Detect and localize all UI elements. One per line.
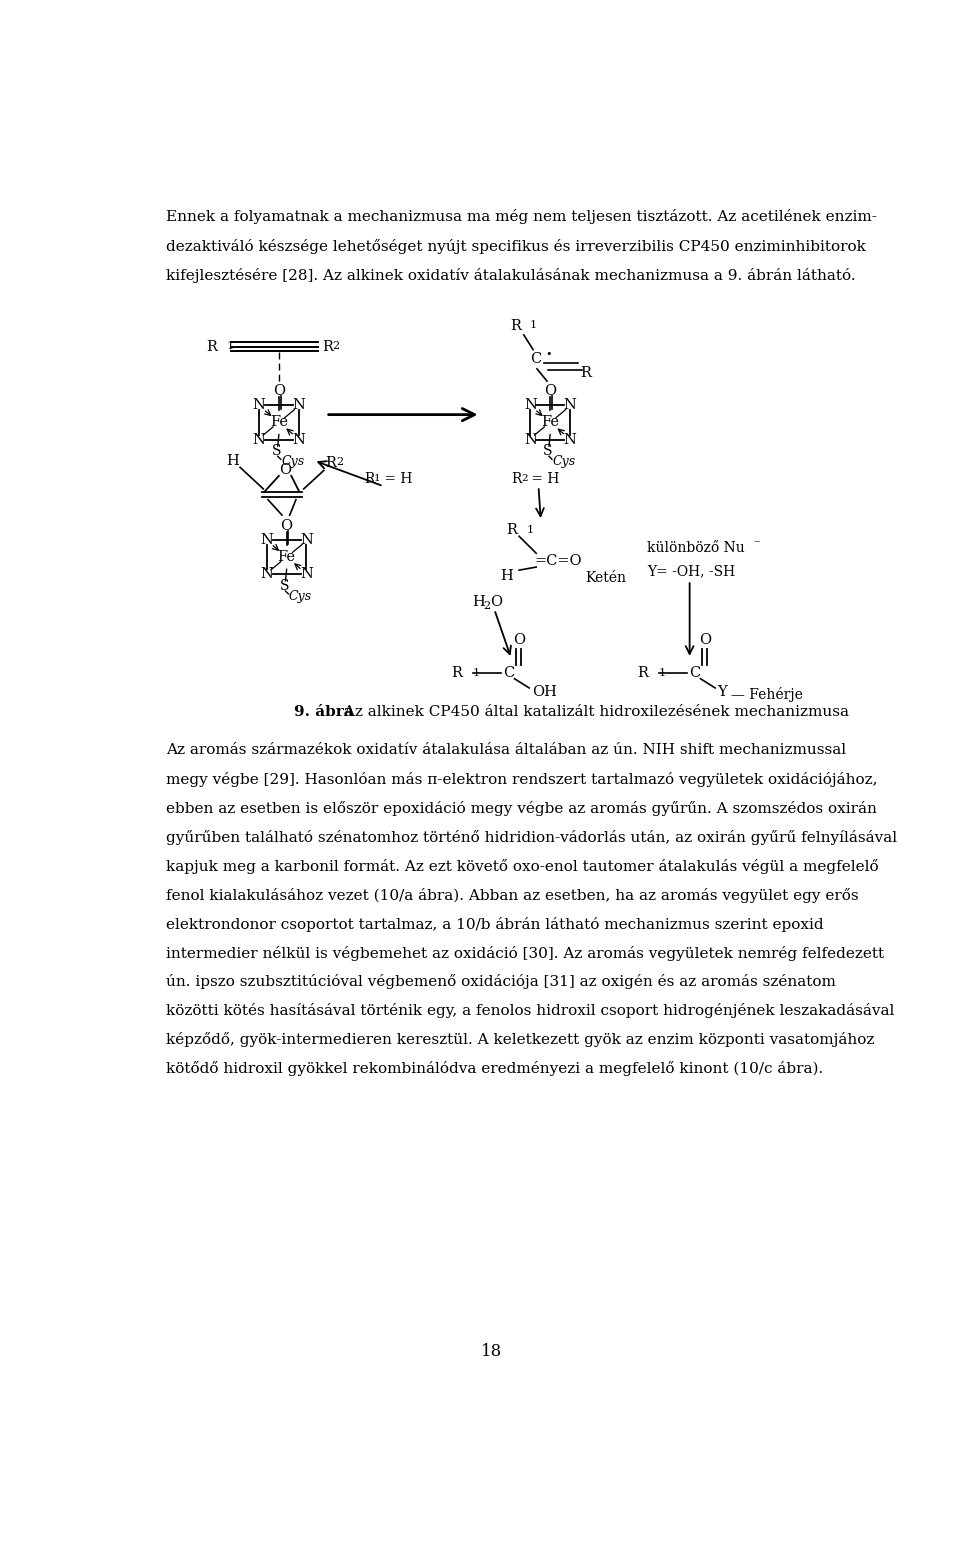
Text: képződő, gyök-intermedieren keresztül. A keletkezett gyök az enzim központi vasa: képződő, gyök-intermedieren keresztül. A… bbox=[166, 1032, 875, 1048]
Text: O: O bbox=[279, 463, 291, 477]
Text: O: O bbox=[699, 633, 711, 647]
Text: gyűrűben található szénatomhoz történő hidridion-vádorlás után, az oxirán gyűrű : gyűrűben található szénatomhoz történő h… bbox=[166, 830, 898, 846]
Text: N: N bbox=[252, 398, 266, 412]
Text: S: S bbox=[543, 444, 553, 458]
Text: N: N bbox=[292, 432, 305, 446]
Text: Cys: Cys bbox=[289, 589, 312, 603]
Text: kapjuk meg a karbonil formát. Az ezt követő oxo-enol tautomer átalakulás végül a: kapjuk meg a karbonil formát. Az ezt köv… bbox=[166, 859, 879, 873]
Text: 1: 1 bbox=[530, 321, 537, 330]
Text: N: N bbox=[292, 398, 305, 412]
Text: OH: OH bbox=[532, 685, 557, 699]
Text: közötti kötés hasításával történik egy, a fenolos hidroxil csoport hidrogénjének: közötti kötés hasításával történik egy, … bbox=[166, 1003, 895, 1018]
Text: Cys: Cys bbox=[552, 455, 576, 468]
Text: ebben az esetben is először epoxidáció megy végbe az aromás gyűrűn. A szomszédos: ebben az esetben is először epoxidáció m… bbox=[166, 801, 877, 816]
Text: Fe: Fe bbox=[270, 415, 288, 429]
Text: S: S bbox=[279, 579, 289, 593]
Text: Fe: Fe bbox=[541, 415, 559, 429]
Text: 1: 1 bbox=[659, 668, 665, 677]
Text: R: R bbox=[637, 665, 649, 679]
Text: kifejlesztésére [28]. Az alkinek oxidatív átalakulásának mechanizmusa a 9. ábrán: kifejlesztésére [28]. Az alkinek oxidatí… bbox=[166, 268, 856, 284]
Text: = H: = H bbox=[527, 472, 560, 486]
Text: különböző Nu: különböző Nu bbox=[647, 542, 745, 555]
Text: Fe: Fe bbox=[277, 549, 296, 565]
Text: kötődő hidroxil gyökkel rekombinálódva eredményezi a megfelelő kinont (10/c ábra: kötődő hidroxil gyökkel rekombinálódva e… bbox=[166, 1062, 824, 1075]
Text: Y: Y bbox=[717, 685, 727, 699]
Text: ⁻: ⁻ bbox=[754, 539, 759, 551]
Text: 2: 2 bbox=[336, 457, 344, 468]
Text: — Fehérje: — Fehérje bbox=[731, 687, 803, 702]
Text: N: N bbox=[524, 398, 537, 412]
Text: C: C bbox=[503, 665, 515, 679]
Text: H: H bbox=[472, 594, 486, 609]
Text: Ketén: Ketén bbox=[585, 571, 626, 585]
Text: elektrondonor csoportot tartalmaz, a 10/b ábrán látható mechanizmus szerint epox: elektrondonor csoportot tartalmaz, a 10/… bbox=[166, 917, 824, 932]
Text: R: R bbox=[206, 339, 217, 353]
Text: = H: = H bbox=[379, 472, 412, 486]
Text: intermedier nélkül is végbemehet az oxidáció [30]. Az aromás vegyületek nemrég f: intermedier nélkül is végbemehet az oxid… bbox=[166, 946, 884, 961]
Text: fenol kialakulásához vezet (10/a ábra). Abban az esetben, ha az aromás vegyület : fenol kialakulásához vezet (10/a ábra). … bbox=[166, 887, 859, 903]
Text: O: O bbox=[544, 384, 556, 398]
Text: N: N bbox=[260, 532, 274, 546]
Text: 1: 1 bbox=[527, 525, 534, 535]
Text: H: H bbox=[500, 569, 513, 583]
Text: R: R bbox=[364, 472, 374, 486]
Text: N: N bbox=[524, 432, 537, 446]
Text: C: C bbox=[689, 665, 701, 679]
Text: R: R bbox=[451, 665, 463, 679]
Text: Az alkinek CP450 által katalizált hidroxilezésének mechanizmusa: Az alkinek CP450 által katalizált hidrox… bbox=[339, 705, 850, 719]
Text: O: O bbox=[273, 384, 285, 398]
Text: 2: 2 bbox=[332, 341, 340, 352]
Text: N: N bbox=[300, 568, 313, 582]
Text: N: N bbox=[564, 398, 576, 412]
Text: R: R bbox=[510, 319, 520, 333]
Text: 1: 1 bbox=[227, 341, 233, 352]
Text: Y= -OH, -SH: Y= -OH, -SH bbox=[647, 563, 735, 579]
Text: 2: 2 bbox=[521, 474, 528, 483]
Text: N: N bbox=[300, 532, 313, 546]
Text: 18: 18 bbox=[481, 1344, 503, 1361]
Text: H: H bbox=[226, 454, 239, 468]
Text: Cys: Cys bbox=[281, 455, 304, 468]
Text: O: O bbox=[280, 518, 293, 532]
Text: 1: 1 bbox=[374, 474, 381, 483]
Text: R: R bbox=[512, 472, 521, 486]
Text: O: O bbox=[513, 633, 525, 647]
Text: R: R bbox=[507, 523, 517, 537]
Text: megy végbe [29]. Hasonlóan más π-elektron rendszert tartalmazó vegyületek oxidác: megy végbe [29]. Hasonlóan más π-elektro… bbox=[166, 773, 878, 787]
Text: S: S bbox=[272, 444, 281, 458]
Text: R: R bbox=[325, 455, 336, 469]
Text: Ennek a folyamatnak a mechanizmusa ma még nem teljesen tisztázott. Az acetilének: Ennek a folyamatnak a mechanizmusa ma mé… bbox=[166, 208, 877, 224]
Text: 1: 1 bbox=[472, 668, 480, 677]
Text: N: N bbox=[564, 432, 576, 446]
Text: O: O bbox=[490, 594, 502, 609]
Text: dezaktiváló készsége lehetőséget nyújt specifikus és irreverzibilis CP450 enzimi: dezaktiváló készsége lehetőséget nyújt s… bbox=[166, 239, 866, 253]
Text: N: N bbox=[260, 568, 274, 582]
Text: =C=O: =C=O bbox=[535, 554, 583, 568]
Text: N: N bbox=[252, 432, 266, 446]
Text: R: R bbox=[323, 339, 333, 353]
Text: ún. ipszo szubsztitúcióval végbemenő oxidációja [31] az oxigén és az aromás szén: ún. ipszo szubsztitúcióval végbemenő oxi… bbox=[166, 975, 836, 989]
Text: Az aromás származékok oxidatív átalakulása általában az ún. NIH shift mechanizmu: Az aromás származékok oxidatív átalakulá… bbox=[166, 744, 847, 758]
Text: •: • bbox=[545, 349, 552, 360]
Text: R: R bbox=[581, 366, 591, 380]
Text: 9. ábra: 9. ábra bbox=[295, 705, 354, 719]
Text: 2: 2 bbox=[483, 600, 491, 611]
Text: C: C bbox=[531, 352, 541, 366]
